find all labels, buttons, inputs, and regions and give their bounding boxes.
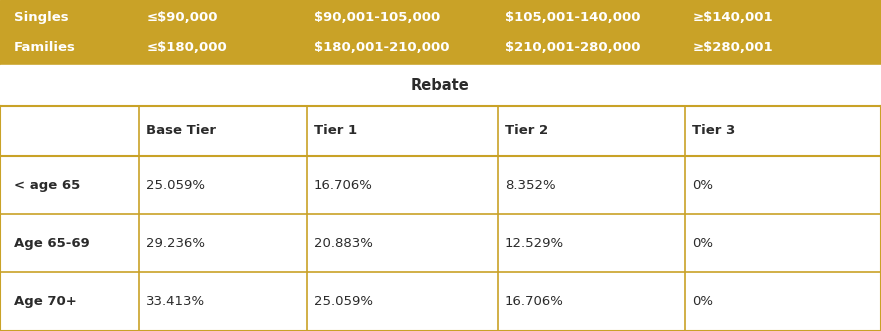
Bar xyxy=(0,106,881,156)
Bar xyxy=(0,0,881,65)
Bar xyxy=(0,272,881,331)
Bar xyxy=(0,214,881,272)
Text: $105,001-140,000: $105,001-140,000 xyxy=(505,11,640,24)
Text: ≤$90,000: ≤$90,000 xyxy=(146,11,218,24)
Text: Tier 3: Tier 3 xyxy=(692,124,736,137)
Text: 25.059%: 25.059% xyxy=(146,178,205,192)
Text: Families: Families xyxy=(14,41,76,54)
Bar xyxy=(0,156,881,214)
Text: 29.236%: 29.236% xyxy=(146,237,205,250)
Text: 16.706%: 16.706% xyxy=(314,178,373,192)
Text: 0%: 0% xyxy=(692,178,714,192)
Text: ≥$280,001: ≥$280,001 xyxy=(692,41,774,54)
Text: 0%: 0% xyxy=(692,237,714,250)
Text: 25.059%: 25.059% xyxy=(314,295,373,308)
Text: Age 70+: Age 70+ xyxy=(14,295,77,308)
Text: 0%: 0% xyxy=(692,295,714,308)
Text: 16.706%: 16.706% xyxy=(505,295,564,308)
Text: $90,001-105,000: $90,001-105,000 xyxy=(314,11,440,24)
Text: 33.413%: 33.413% xyxy=(146,295,205,308)
Text: 12.529%: 12.529% xyxy=(505,237,564,250)
Text: < age 65: < age 65 xyxy=(14,178,80,192)
Text: Tier 2: Tier 2 xyxy=(505,124,548,137)
Bar xyxy=(0,65,881,106)
Text: $210,001-280,000: $210,001-280,000 xyxy=(505,41,640,54)
Text: Rebate: Rebate xyxy=(411,78,470,93)
Text: $180,001-210,000: $180,001-210,000 xyxy=(314,41,449,54)
Text: ≤$180,000: ≤$180,000 xyxy=(146,41,227,54)
Text: Singles: Singles xyxy=(14,11,69,24)
Text: 8.352%: 8.352% xyxy=(505,178,555,192)
Text: ≥$140,001: ≥$140,001 xyxy=(692,11,774,24)
Text: Base Tier: Base Tier xyxy=(146,124,216,137)
Text: 20.883%: 20.883% xyxy=(314,237,373,250)
Text: Age 65-69: Age 65-69 xyxy=(14,237,90,250)
Text: Tier 1: Tier 1 xyxy=(314,124,357,137)
